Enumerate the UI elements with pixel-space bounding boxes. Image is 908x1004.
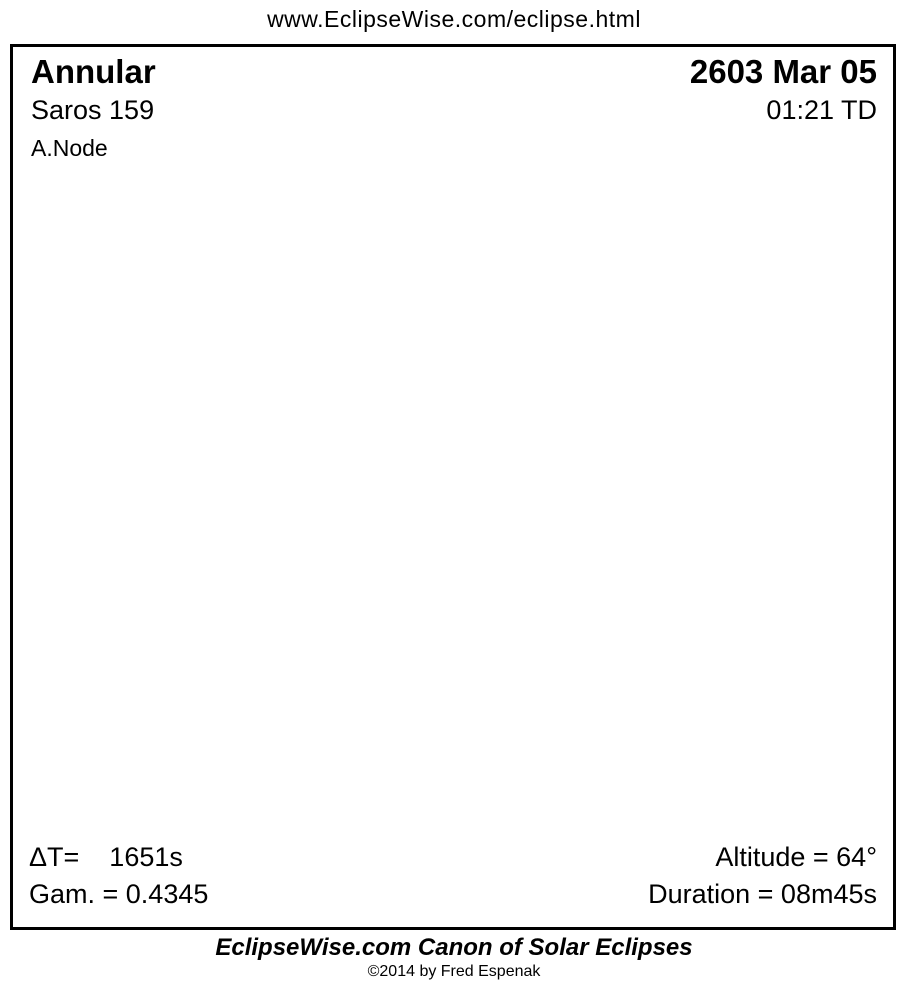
eclipse-time: 01:21 TD: [766, 95, 877, 125]
delta-t-label: ΔT=: [29, 842, 80, 872]
saros-label: Saros 159: [31, 95, 155, 125]
gamma-value: Gam. = 0.4345: [29, 879, 209, 909]
page-title-url: www.EclipseWise.com/eclipse.html: [267, 6, 641, 32]
duration-value: Duration = 08m45s: [648, 879, 877, 909]
footer-title: EclipseWise.com Canon of Solar Eclipses: [215, 934, 693, 961]
map-frame: Annular Saros 159 A.Node 2603 Mar 05 01:…: [10, 44, 896, 930]
delta-t-row: ΔT= 1651s: [29, 842, 183, 873]
delta-t-value: 1651s: [109, 842, 183, 872]
altitude-value: Altitude = 64°: [715, 842, 877, 872]
eclipse-date: 2603 Mar 05: [689, 53, 877, 90]
footer-copyright: ©2014 by Fred Espenak: [367, 963, 541, 980]
node-label: A.Node: [31, 135, 108, 161]
eclipse-type-label: Annular: [31, 53, 156, 90]
